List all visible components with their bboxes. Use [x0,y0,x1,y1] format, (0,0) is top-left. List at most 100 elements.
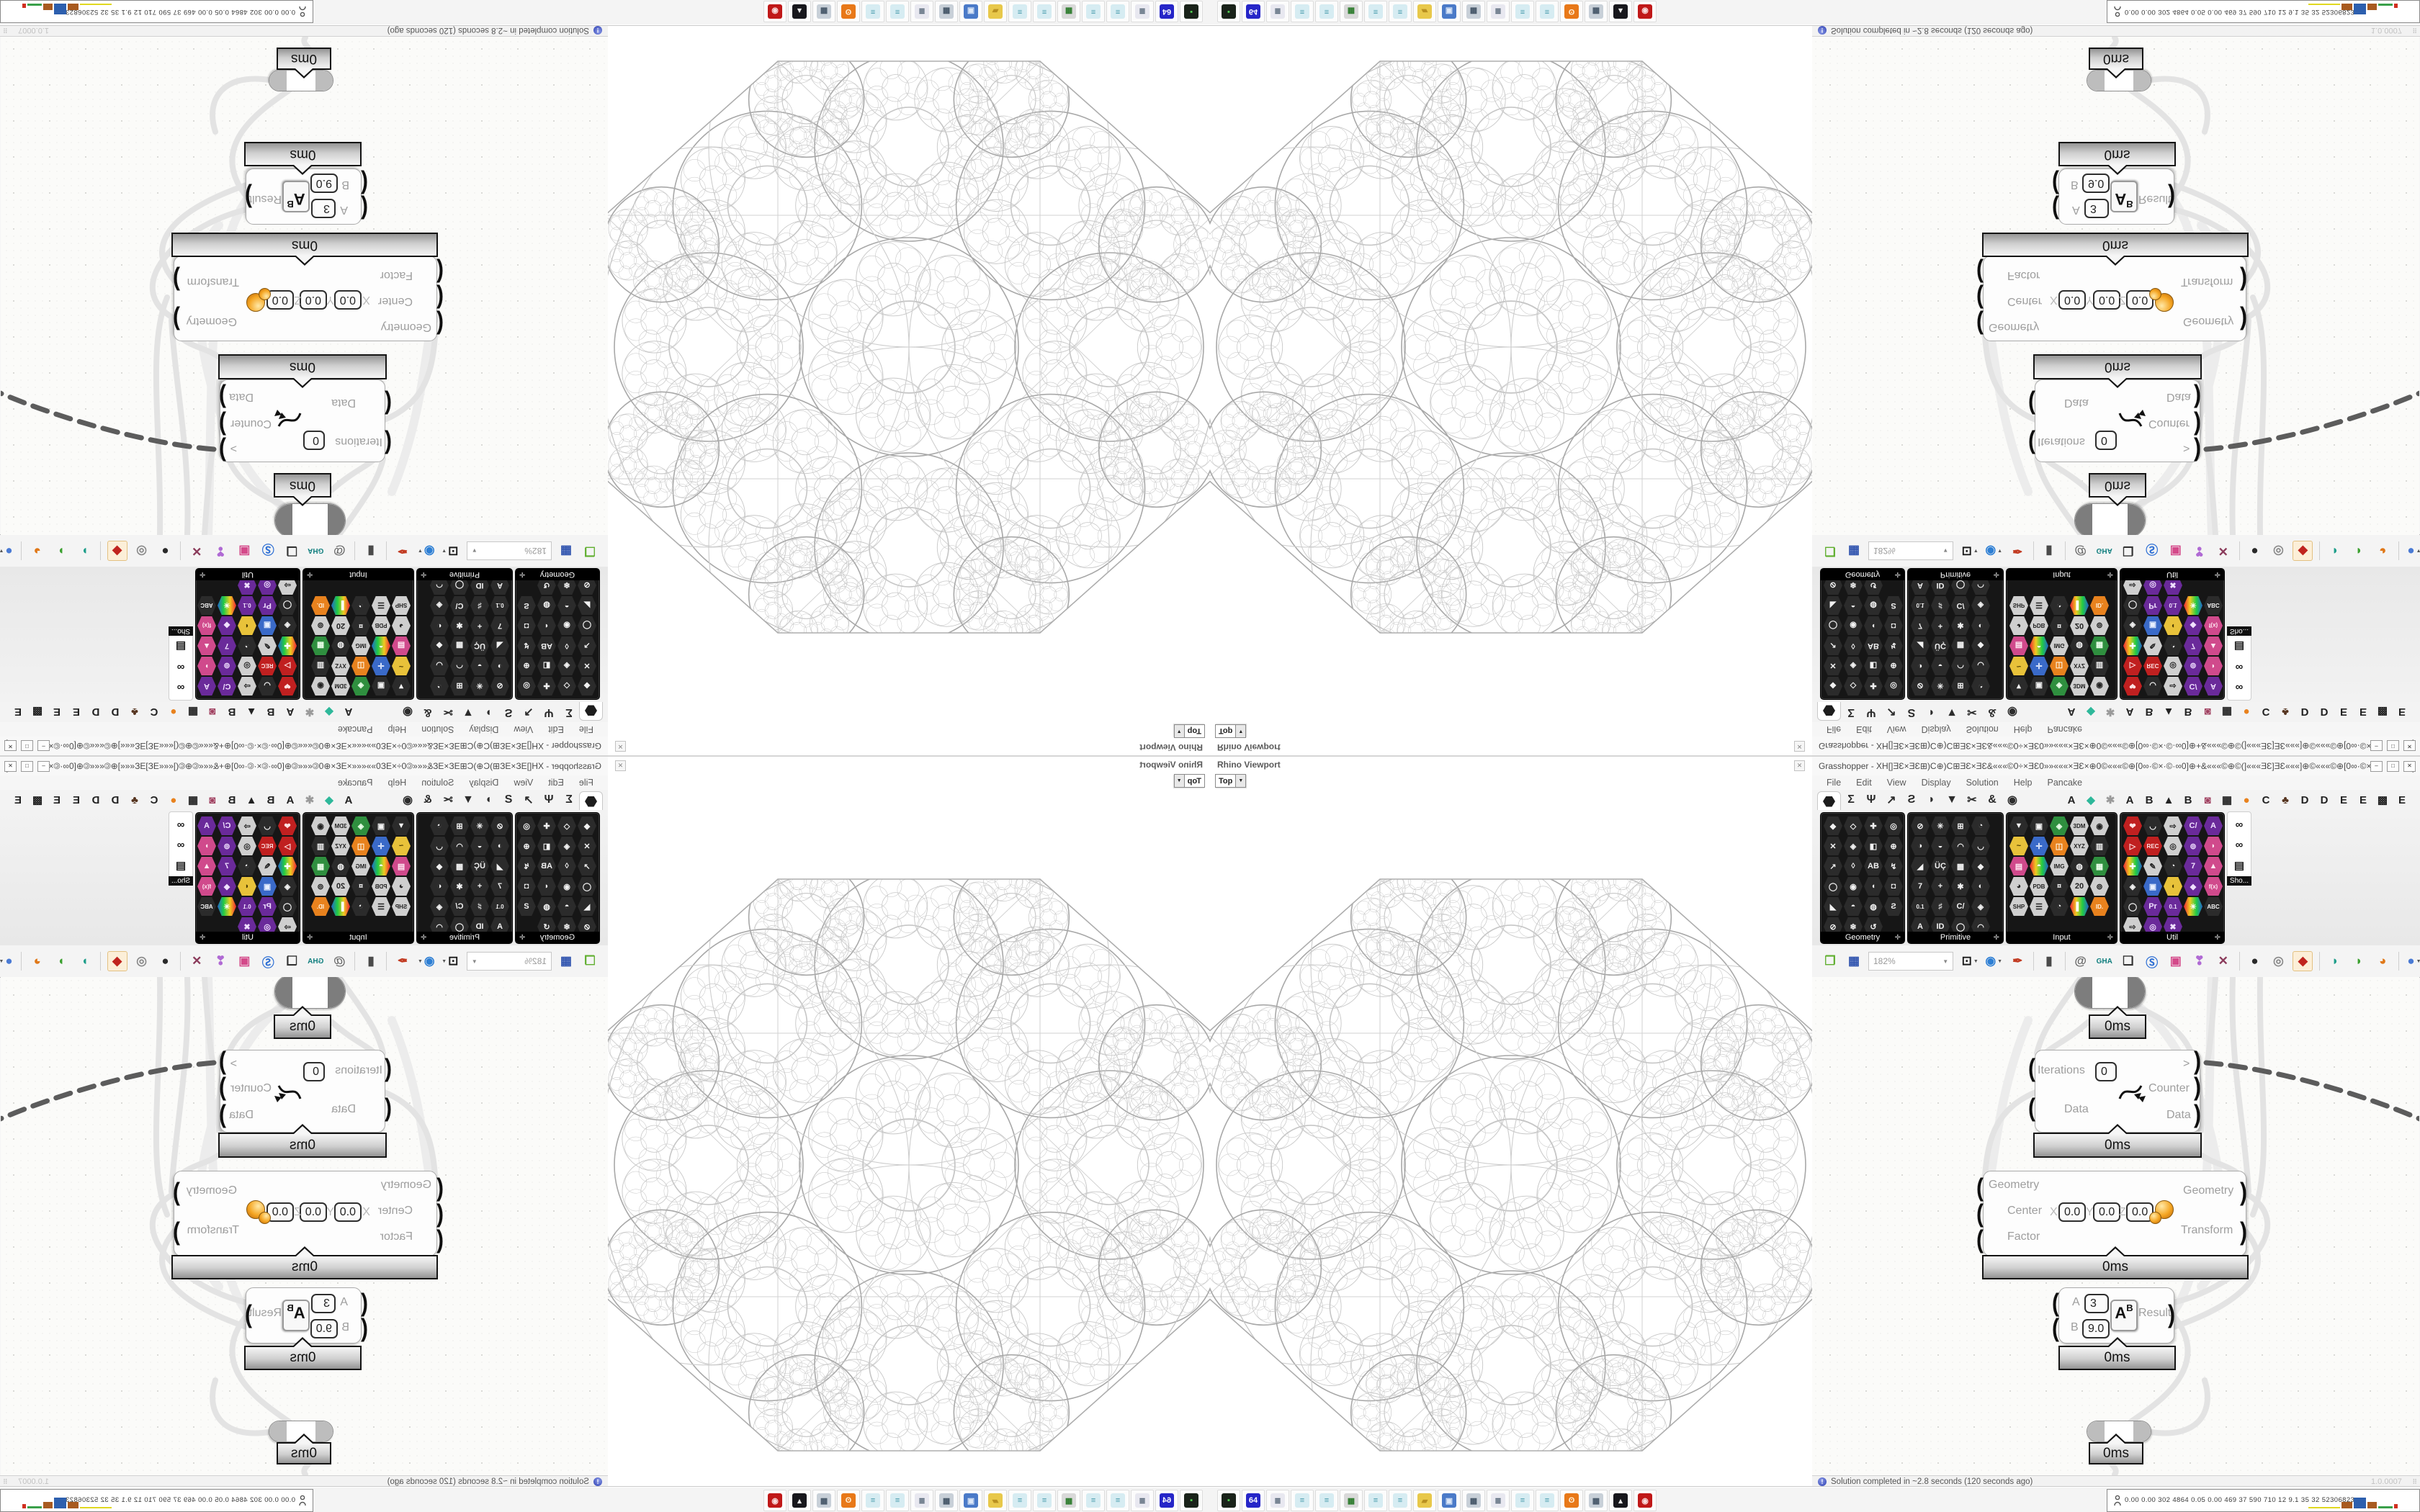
tab-plugin-9[interactable]: ● [2241,794,2252,806]
component-icon[interactable]: ◆ [1971,636,1990,655]
tab-plugin-0[interactable]: A [2066,794,2077,806]
component-icon[interactable]: ▲ [2204,857,2223,876]
component-icon[interactable]: ↯ [517,857,536,876]
taskbar-app-15[interactable]: ▦ [1585,1,1608,22]
viewport-view-button[interactable]: Top ▼ [1174,774,1205,788]
component-icon[interactable]: ◍ [537,596,556,615]
x-value-box[interactable]: 0.0 [2058,290,2086,310]
tab-plugin-14[interactable]: E [2338,794,2349,806]
gem-icon[interactable]: ◆ [107,541,127,561]
cluster-sphere-icon[interactable]: ● [156,541,175,560]
gha-icon[interactable]: GHA [2095,952,2114,971]
component-icon[interactable]: IMG [351,857,370,876]
cluster-sphere-icon[interactable]: ● [2245,541,2264,560]
iterations-value-box[interactable]: 0 [303,431,325,450]
component-icon[interactable]: ◔ [1971,677,1990,696]
tab-plugin-5[interactable]: ▲ [246,706,257,719]
preview-eye-icon[interactable]: ◉ ▼ [417,541,436,560]
component-icon[interactable]: ◔ [430,677,449,696]
component-icon[interactable]: ◆ [218,877,236,896]
input-port[interactable]: ( [361,1320,368,1337]
gem-icon[interactable]: ◆ [2293,541,2313,561]
menu-pancake[interactable]: Pancake [338,778,373,788]
node-loop-end-top[interactable] [274,977,346,1009]
component-icon[interactable]: ✚ [537,677,556,696]
tab-plugin-3[interactable]: A [284,706,296,719]
zoom-level-box[interactable]: 182% ▼ [467,952,552,971]
dna-icon[interactable]: ✕ [187,541,206,560]
side-tool-icon-2[interactable]: ▤ [2234,859,2244,872]
tab-category-2[interactable]: ↗ [1886,793,1897,807]
component-icon[interactable]: ¤ [2050,877,2069,896]
tab-plugin-1[interactable]: ◆ [2085,793,2097,806]
output-port[interactable]: ) [173,310,180,327]
taskbar-app-10[interactable]: ▦ [1462,1490,1485,1511]
component-icon[interactable]: ◡ [1971,837,1990,855]
menu-view[interactable]: View [514,778,533,788]
component-icon[interactable]: 0.1 [490,596,509,615]
component-icon[interactable]: ▥ [311,837,330,855]
maximize-button[interactable]: □ [2387,761,2399,772]
tab-plugin-8[interactable]: ▦ [2221,706,2233,719]
heptagon-icon[interactable]: ●▼ [0,952,15,971]
component-icon[interactable]: ⊞ [450,677,469,696]
component-icon[interactable]: ◎ [1884,816,1903,835]
component-icon[interactable]: ✎ [2143,857,2162,876]
projector-icon[interactable]: ▮ [2040,952,2058,971]
side-tool-icon-0[interactable]: ∞ [2236,681,2244,693]
tab-plugin-14[interactable]: E [71,706,82,719]
cluster-rings-icon[interactable]: ◎ [2269,541,2287,560]
tab-plugin-16[interactable]: ▩ [32,706,43,719]
component-icon[interactable]: ✕ [578,837,596,855]
component-icon[interactable]: ID. [2090,596,2109,615]
menu-file[interactable]: File [1827,724,1841,734]
menu-pancake[interactable]: Pancake [2047,778,2082,788]
component-icon[interactable]: ◎ [517,677,536,696]
component-icon[interactable]: ◔ [2050,897,2069,916]
component-icon[interactable]: ~ [392,837,411,855]
node-loop-start[interactable]: Iterations 0 Data > Counter Data ( ( ) )… [220,379,385,462]
node-power[interactable]: A 3 B 9.0 AB Result ( ( ) [246,168,362,225]
search-s-icon[interactable]: Ⓢ [259,952,277,971]
component-icon[interactable]: SHP [2009,596,2028,615]
chevron-down-icon[interactable]: ▼ [1235,725,1245,737]
node-power[interactable]: A 3 B 9.0 AB Result ( ( ) [2058,168,2174,225]
at-key-icon[interactable]: @ [2071,952,2090,971]
component-icon[interactable]: ◠ [450,657,469,675]
taskbar-app-16[interactable]: ▴ [788,1490,811,1511]
input-port[interactable]: ( [2028,1100,2035,1117]
component-icon[interactable]: 20 [331,877,350,896]
menu-edit[interactable]: Edit [1856,724,1872,734]
screenshot-icon[interactable]: ❏ [282,541,301,560]
component-icon[interactable]: ◖ [537,877,556,896]
component-icon[interactable]: PDB [372,877,390,896]
taskbar-app-0[interactable]: ▪ [1180,1490,1203,1511]
taskbar-app-14[interactable]: ʘ [1560,1490,1583,1511]
component-icon[interactable]: 0.1 [2164,897,2182,916]
taskbar-app-2[interactable]: ≣ [1266,1,1289,22]
component-icon[interactable]: ABC [2204,596,2223,615]
component-icon[interactable]: ▣ [258,877,277,896]
component-icon[interactable]: ◈ [430,596,449,615]
tab-plugin-16[interactable]: ▩ [2377,793,2388,806]
output-port[interactable]: ) [245,188,252,204]
component-icon[interactable]: ◆ [1824,816,1842,835]
port-cap[interactable] [315,71,333,91]
component-icon[interactable]: ◖ [2164,877,2182,896]
pin-green-icon[interactable]: ◗ [2349,952,2368,971]
component-icon[interactable]: ◉ [2090,816,2109,835]
pin-teal-icon[interactable]: ◗ [76,541,94,560]
component-icon[interactable]: ◎ [238,837,256,855]
taskbar-app-17[interactable]: ◉ [763,1490,786,1511]
maximize-button[interactable]: □ [2387,740,2399,751]
port-cap[interactable] [2087,1421,2105,1441]
close-icon[interactable]: ✕ [615,741,626,752]
tab-plugin-8[interactable]: ▦ [187,706,199,719]
palette-footer[interactable]: Util ✛ [196,932,300,943]
taskbar-app-17[interactable]: ◉ [1634,1,1657,22]
component-icon[interactable]: ▲ [197,857,216,876]
tab-category-5[interactable]: ▼ [462,706,474,719]
palette-footer[interactable]: Input ✛ [303,569,413,580]
balloons-icon[interactable]: ❣ [2190,541,2209,560]
tab-category-1[interactable]: Ψ [543,706,555,719]
